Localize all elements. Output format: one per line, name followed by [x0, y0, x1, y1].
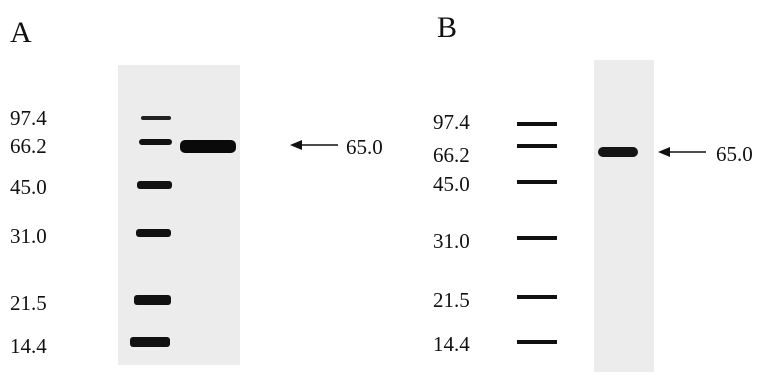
panel-a-arrow-label: 65.0 [346, 135, 383, 159]
panel-b-marker-line [517, 144, 557, 148]
panel-a-marker-band [136, 229, 171, 237]
panel-a-marker-band [134, 295, 171, 305]
panel-b-letter: B [437, 11, 458, 44]
panel-a-marker-band [139, 139, 172, 145]
panel-a-mw-label: 97.4 [10, 106, 47, 130]
panel-a-marker-band [141, 116, 171, 120]
panel-a-mw-label: 66.2 [10, 134, 47, 158]
panel-b-arrow-label: 65.0 [716, 142, 753, 166]
panel-b-gel [594, 60, 654, 372]
panel-a-marker-band [137, 181, 172, 189]
panel-a-mw-label: 31.0 [10, 224, 47, 248]
panel-a-arrow-icon [290, 140, 338, 150]
panel-a-gel [118, 65, 240, 365]
panel-b-marker-line [517, 295, 557, 299]
panel-a-mw-label: 14.4 [10, 334, 47, 358]
panel-a-letter: A [10, 16, 32, 49]
panel-b-marker-line [517, 340, 557, 344]
panel-b-mw-label: 31.0 [433, 229, 470, 253]
panel-b-sample-band [598, 147, 638, 157]
panel-a-sample-band [180, 140, 236, 153]
panel-a-mw-label: 45.0 [10, 175, 47, 199]
panel-b-mw-label: 97.4 [433, 110, 470, 134]
panel-b-mw-label: 21.5 [433, 288, 470, 312]
panel-a-marker-band [130, 337, 170, 347]
panel-b-mw-label: 45.0 [433, 172, 470, 196]
panel-a-mw-label: 21.5 [10, 291, 47, 315]
panel-b-marker-line [517, 122, 557, 126]
panel-b-arrow-icon [658, 147, 706, 157]
panel-b-marker-line [517, 180, 557, 184]
panel-b-mw-label: 66.2 [433, 143, 470, 167]
panel-b-mw-label: 14.4 [433, 332, 470, 356]
panel-b-marker-line [517, 236, 557, 240]
